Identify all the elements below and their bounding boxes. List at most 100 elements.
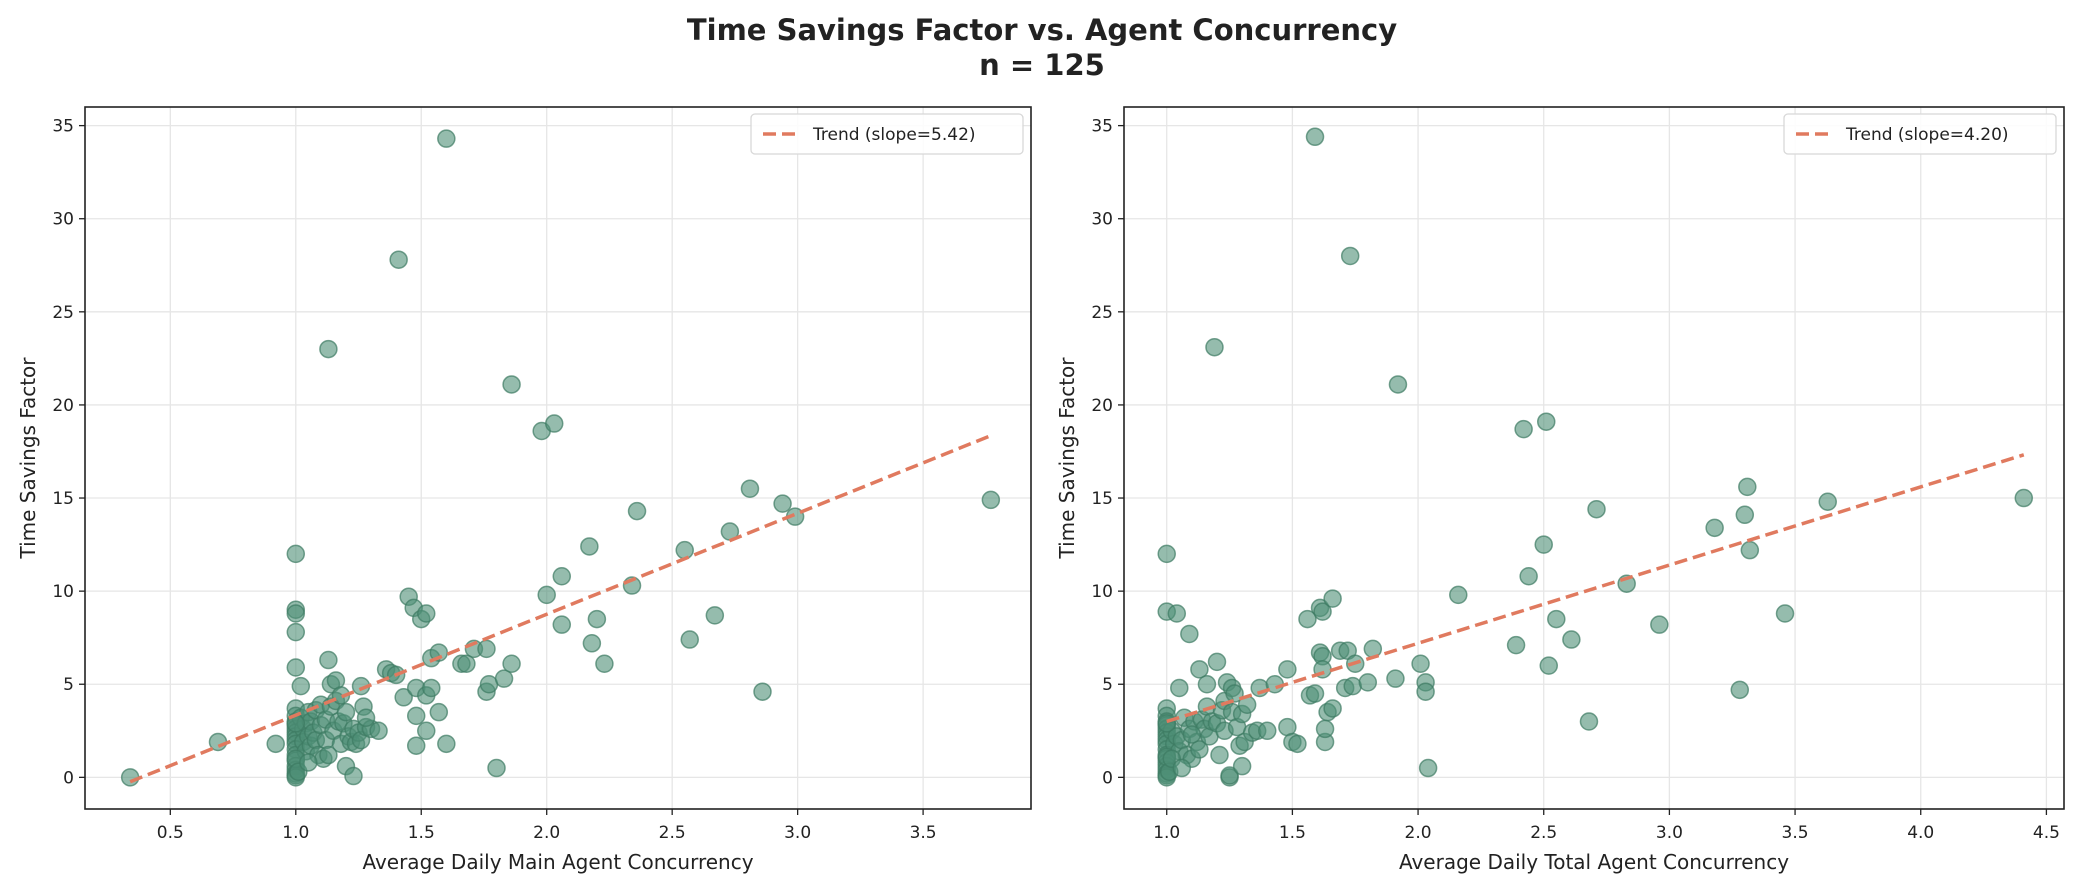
data-point (1775, 604, 1795, 623)
x-tick-label: 3.0 (784, 823, 811, 843)
trend-line (1166, 453, 2025, 724)
data-point (1313, 602, 1332, 621)
y-tick-label: 35 (1091, 117, 1113, 137)
data-point (1278, 660, 1297, 679)
data-point (1514, 419, 1533, 439)
data-point (286, 544, 306, 564)
data-point (437, 129, 456, 148)
legend-label: Trend (slope=4.20) (1845, 125, 2009, 145)
y-tick-label: 0 (63, 768, 74, 788)
y-tick-label: 25 (52, 303, 74, 323)
x-tick-label: 2.0 (1405, 823, 1432, 843)
y-tick-label: 20 (1091, 396, 1113, 416)
data-point (422, 678, 441, 698)
data-point (1562, 630, 1581, 649)
data-point (389, 250, 408, 269)
x-tick-label: 3.5 (910, 823, 937, 843)
data-point (1363, 639, 1383, 659)
data-point (369, 721, 388, 741)
y-tick-label: 0 (1102, 768, 1113, 788)
data-point (120, 768, 140, 787)
trend-line (129, 433, 992, 784)
x-tick-label: 2.5 (1530, 823, 1557, 843)
data-point (680, 630, 699, 649)
data-point (394, 688, 413, 707)
data-point (437, 734, 456, 754)
data-point (1388, 375, 1408, 394)
data-point (1315, 719, 1335, 739)
data-point (344, 766, 363, 786)
data-point (1818, 492, 1837, 512)
data-point (1172, 758, 1192, 778)
legend: Trend (slope=4.20) (1783, 113, 2057, 155)
y-axis-label: Time Savings Factor (1055, 357, 1079, 560)
data-point (675, 540, 694, 560)
x-tick-label: 2.5 (659, 823, 686, 843)
x-axis-label: Average Daily Main Agent Concurrency (362, 850, 753, 874)
data-point (1157, 544, 1176, 564)
data-point (627, 501, 647, 521)
data-point (2014, 488, 2034, 508)
data-point (1288, 734, 1307, 754)
data-point (1207, 652, 1227, 672)
data-point (981, 490, 1001, 510)
data-point (1650, 615, 1669, 634)
data-point (1579, 712, 1599, 731)
data-point (552, 615, 572, 634)
x-tick-label: 1.0 (282, 823, 309, 843)
data-point (286, 604, 306, 623)
legend-label: Trend (slope=5.42) (812, 125, 976, 145)
data-point (753, 682, 772, 701)
y-tick-label: 20 (52, 396, 74, 416)
data-point (1298, 609, 1317, 629)
y-tick-label: 25 (1091, 303, 1113, 323)
data-point (1547, 609, 1566, 629)
data-point (1157, 714, 1176, 733)
legend-box (750, 113, 1024, 155)
data-point (1197, 674, 1217, 694)
data-point (429, 702, 449, 722)
legend: Trend (slope=5.42) (750, 113, 1024, 155)
data-point (1182, 725, 1202, 744)
data-point (1738, 477, 1757, 497)
data-point (1534, 535, 1553, 554)
data-point (1190, 660, 1209, 679)
data-point (1305, 684, 1325, 703)
chart-subtitle: n = 125 (979, 48, 1105, 82)
chart-title: Time Savings Factor vs. Agent Concurrenc… (687, 13, 1397, 47)
data-point (1587, 499, 1606, 519)
legend-box (1783, 113, 2057, 155)
data-point (417, 721, 436, 741)
data-point (1411, 654, 1430, 674)
data-point (1210, 745, 1229, 765)
y-tick-label: 5 (63, 675, 74, 695)
data-point (1418, 758, 1438, 778)
data-point (291, 676, 311, 696)
data-point (406, 706, 426, 726)
data-point (457, 654, 476, 674)
x-axis-label: Average Daily Total Agent Concurrency (1399, 850, 1789, 874)
data-point (1539, 656, 1559, 675)
data-point (336, 702, 356, 722)
data-point (1305, 127, 1325, 147)
x-tick-label: 2.0 (533, 823, 560, 843)
y-tick-label: 10 (1091, 582, 1113, 602)
data-point (1449, 585, 1468, 605)
y-tick-label: 30 (52, 210, 74, 230)
data-point (1323, 589, 1342, 608)
data-point (1167, 604, 1187, 623)
data-point (319, 339, 338, 359)
y-tick-label: 15 (52, 489, 74, 509)
right-scatter-plot: 1.0 1.5 2.0 2.5 3.0 3.5 4.0 4.5 0 5 10 15 20 25 30 35 Av… (1055, 106, 2065, 874)
data-point (580, 537, 599, 556)
data-point (773, 494, 792, 513)
data-point (502, 654, 521, 674)
y-tick-label: 15 (1091, 489, 1113, 509)
data-point (1740, 540, 1760, 560)
y-tick-label: 10 (52, 582, 74, 602)
x-tick-label: 0.5 (157, 823, 184, 843)
x-tick-label: 3.5 (1782, 823, 1809, 843)
data-point (266, 734, 285, 754)
data-point (544, 414, 564, 433)
